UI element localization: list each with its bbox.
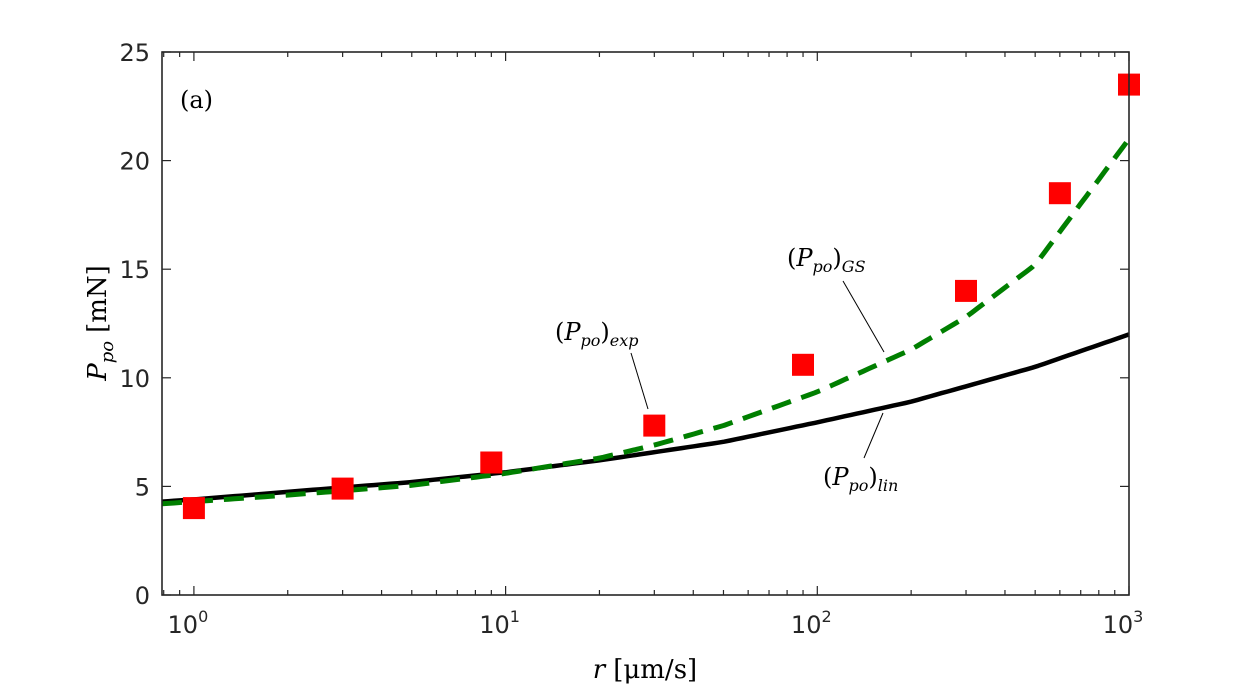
panel-label: (a) [180,86,213,114]
y-tick-label-5: 25 [119,39,150,67]
marker-exp-4 [792,353,814,376]
marker-exp-0 [182,497,205,520]
x-tick-label-2: 102 [791,607,832,639]
series-line-GS [161,137,1132,507]
marker-exp-6 [1048,182,1071,205]
axes-box [161,51,1130,596]
y-tick-label-4: 20 [119,148,150,176]
x-tick-label-0: 100 [168,607,209,639]
series-line-lin [161,332,1130,504]
marker-exp-5 [955,279,977,302]
annotation-lin-leader [863,412,884,459]
marker-exp-3 [643,414,666,437]
x-tick-label-3: 103 [1103,607,1144,639]
y-tick-label-0: 0 [135,582,150,610]
annotation-gs-leader [842,280,885,353]
series-layer [161,137,1132,507]
annotation-exp-leader [630,352,649,410]
marker-exp-2 [480,451,503,474]
x-axis-label: r [μm/s] [593,655,697,685]
marker-exp-1 [331,477,354,500]
tick-layer: 0 5 10 15 20 25 100 101 102 103 [119,39,1143,639]
plot-area [162,52,1129,595]
x-tick-label-1: 101 [479,607,520,639]
y-tick-label-2: 10 [119,365,150,393]
y-tick-label-1: 5 [135,473,150,501]
y-axis-label: Ppo[mN] [83,265,118,382]
y-tick-label-3: 15 [119,256,150,284]
